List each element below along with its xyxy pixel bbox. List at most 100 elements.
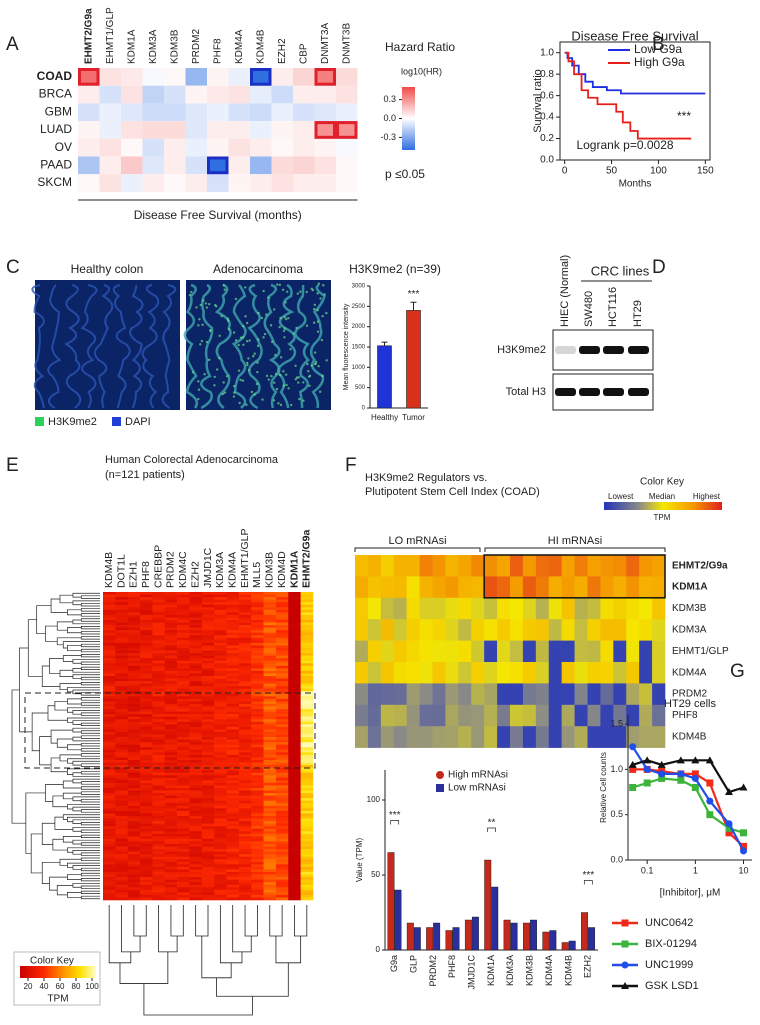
heat-cell-decor <box>164 704 178 707</box>
heat-cell-decor <box>214 617 227 621</box>
heat-cell-decor <box>152 795 166 799</box>
nucleus-signal <box>316 308 319 312</box>
heat-cell-decor <box>300 821 314 824</box>
heat-cell-decor <box>214 775 227 779</box>
heat-cell-decor <box>189 683 203 687</box>
heat-cell-decor <box>238 864 252 868</box>
heat-cell-decor <box>214 849 227 852</box>
heat-cell-decor <box>201 782 215 786</box>
nucleus-signal <box>257 338 260 341</box>
x-tick-label: KDM3A <box>505 955 515 986</box>
heat-cell-decor <box>226 645 240 649</box>
point <box>725 824 733 832</box>
heat-cell-decor <box>214 851 227 855</box>
heat-cell-decor <box>177 604 190 608</box>
heat-cell-decor <box>275 742 289 746</box>
heat-cell-decor <box>115 884 129 888</box>
heat-cell-decor <box>548 662 562 684</box>
heat-cell-decor <box>103 879 116 883</box>
heat-cell-decor <box>288 614 301 618</box>
heat-cell-decor <box>152 653 166 656</box>
heat-cell-decor <box>251 620 264 623</box>
heat-cell-decor <box>288 650 301 654</box>
heat-cell-decor <box>226 698 240 702</box>
heat-cell-decor <box>626 597 640 620</box>
heat-cell-decor <box>288 617 301 621</box>
heat-cell-decor <box>164 645 178 649</box>
heat-cell-decor <box>275 826 289 830</box>
heat-cell-decor <box>288 711 301 715</box>
heat-cell-decor <box>652 597 666 620</box>
heat-cell-decor <box>164 854 178 858</box>
heat-cell-decor <box>152 877 166 880</box>
nucleus-signal <box>297 376 300 379</box>
heat-cell-decor <box>263 632 277 636</box>
heat-cell-decor <box>275 620 289 623</box>
heat-cell-decor <box>275 851 289 855</box>
heat-cell-decor <box>177 780 190 784</box>
heat-cell-decor <box>177 670 190 674</box>
heat-cell-decor <box>238 805 252 809</box>
heat-cell-decor <box>238 693 252 697</box>
bar <box>445 930 453 951</box>
heat-cell-decor <box>189 609 203 613</box>
heat-cell-decor <box>189 724 203 728</box>
heat-cell <box>142 156 164 175</box>
nucleus-signal <box>234 297 238 301</box>
nucleus-signal <box>314 360 318 364</box>
heat-cell-decor <box>214 762 227 766</box>
heat-cell-decor <box>275 770 289 774</box>
point <box>740 847 748 855</box>
dendrogram <box>80 834 100 838</box>
heat-cell-decor <box>189 816 203 819</box>
heat-cell-decor <box>152 816 166 819</box>
heat-cell-decor <box>189 754 203 758</box>
heat-cell-decor <box>189 688 203 692</box>
heat-cell-decor <box>263 828 277 832</box>
heat-cell-decor <box>103 887 116 891</box>
heat-cell-decor <box>497 597 511 620</box>
heat-cell-decor <box>115 719 129 723</box>
heat-cell-decor <box>497 726 511 748</box>
heat-cell-decor <box>275 877 289 880</box>
heat-cell-decor <box>115 630 129 634</box>
heat-cell-decor <box>164 683 178 687</box>
heat-cell-decor <box>201 790 215 794</box>
heat-cell-decor <box>103 782 116 786</box>
y-tick-label: 500 <box>355 385 366 391</box>
row-label: PAAD <box>40 158 72 172</box>
heat-cell-decor <box>103 676 116 679</box>
heat-cell-decor <box>115 711 129 715</box>
heat-cell-decor <box>103 754 116 758</box>
heat-cell-decor <box>275 882 289 886</box>
bar <box>561 942 569 951</box>
heat-cell-decor <box>214 688 227 692</box>
nucleus-signal <box>208 302 211 306</box>
heat-cell-decor <box>189 821 203 824</box>
heat-cell-decor <box>103 775 116 779</box>
bar <box>394 889 402 951</box>
heat-cell-decor <box>238 828 252 832</box>
heat-cell-decor <box>164 660 178 664</box>
heat-cell <box>336 121 358 139</box>
heat-cell-decor <box>226 597 240 600</box>
heat-cell-decor <box>238 742 252 746</box>
heat-cell-decor <box>561 640 575 663</box>
heat-cell-decor <box>115 686 129 690</box>
heat-cell <box>185 68 207 86</box>
heat-cell-decor <box>251 724 264 728</box>
heat-cell-decor <box>510 704 524 727</box>
heat-cell-decor <box>152 887 166 891</box>
dendrogram <box>72 736 100 742</box>
heat-cell-decor <box>300 665 314 669</box>
heat-cell-decor <box>177 597 190 600</box>
heat-cell-decor <box>226 782 240 786</box>
legend-title: Hazard Ratio <box>385 40 455 54</box>
heat-cell-decor <box>189 599 203 603</box>
heat-cell-decor <box>103 688 116 692</box>
heat-cell-decor <box>445 683 459 706</box>
heat-cell <box>78 103 100 122</box>
heat-cell-decor <box>115 892 129 896</box>
error-bar <box>381 341 388 346</box>
heat-cell-decor <box>251 795 264 799</box>
